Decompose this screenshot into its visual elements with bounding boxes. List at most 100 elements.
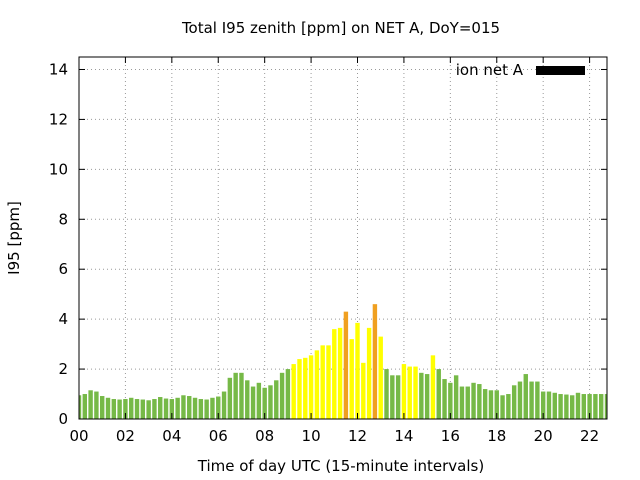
bar: [569, 395, 575, 419]
bar: [436, 369, 441, 419]
x-tick-label: 06: [209, 427, 228, 445]
bar: [401, 364, 407, 419]
bar: [372, 304, 378, 419]
x-tick-label: 02: [116, 427, 135, 445]
bar: [511, 385, 517, 419]
bar: [146, 400, 151, 419]
bar: [233, 372, 238, 419]
y-tick-label: 14: [49, 60, 68, 78]
x-tick-label: 22: [580, 427, 599, 445]
bar: [378, 336, 383, 419]
bar: [546, 391, 552, 419]
y-axis-label: I95 [ppm]: [5, 201, 23, 275]
chart-title: Total I95 zenith [ppm] on NET A, DoY=015: [181, 19, 500, 37]
bar: [256, 382, 262, 419]
y-tick-label: 6: [58, 260, 68, 278]
x-tick-label: 08: [255, 427, 274, 445]
bar: [413, 366, 418, 419]
bar: [169, 399, 175, 419]
bar: [500, 395, 505, 419]
bar: [320, 345, 325, 419]
bar: [123, 399, 128, 419]
bar: [523, 374, 528, 419]
y-tick-label: 12: [49, 110, 68, 128]
grid: [79, 57, 607, 419]
bar: [163, 398, 169, 419]
bar: [129, 397, 134, 419]
legend-swatch: [536, 66, 585, 75]
bar: [593, 394, 598, 419]
legend-label: ion net A: [456, 61, 524, 79]
bar: [326, 345, 331, 419]
x-tick-label: 04: [162, 427, 181, 445]
bar: [540, 391, 546, 419]
bar: [419, 372, 424, 419]
bar: [337, 327, 343, 419]
bar: [506, 394, 511, 419]
bar: [308, 355, 314, 419]
y-tick-label: 2: [58, 360, 68, 378]
bar: [111, 399, 117, 419]
x-tick-label: 18: [487, 427, 506, 445]
bar: [181, 395, 186, 419]
bar: [88, 390, 93, 419]
bar: [343, 311, 349, 419]
y-tick-label: 4: [58, 310, 68, 328]
bar: [332, 329, 337, 419]
bar: [488, 390, 494, 419]
bar: [494, 390, 499, 419]
bar: [279, 372, 285, 419]
bar: [79, 395, 82, 419]
bar: [564, 394, 569, 419]
bar: [303, 357, 308, 419]
bar: [100, 396, 105, 419]
bar: [274, 380, 279, 419]
bar: [140, 399, 146, 419]
bar: [105, 397, 111, 419]
bar: [349, 339, 354, 419]
bar: [482, 389, 488, 419]
bar: [355, 322, 360, 419]
bar: [587, 394, 592, 419]
x-tick-label: 20: [534, 427, 553, 445]
bar: [158, 397, 163, 419]
x-axis-label: Time of day UTC (15-minute intervals): [197, 457, 484, 475]
y-tick-label: 0: [58, 410, 68, 428]
bar: [424, 374, 430, 419]
bar: [210, 397, 215, 419]
bar: [204, 399, 209, 419]
bar: [152, 399, 157, 419]
x-tick-label: 14: [394, 427, 413, 445]
bar: [581, 394, 586, 419]
bar: [250, 386, 256, 419]
bar: [245, 380, 250, 419]
bar: [459, 386, 465, 419]
bar: [453, 375, 459, 419]
x-tick-label: 10: [302, 427, 321, 445]
x-tick-label: 12: [348, 427, 367, 445]
bar: [604, 394, 607, 419]
bar: [361, 362, 366, 419]
bar: [227, 377, 233, 419]
bar: [291, 364, 296, 419]
bar: [558, 394, 563, 419]
bar: [517, 381, 523, 419]
bar: [390, 375, 395, 419]
bar: [384, 369, 389, 419]
bar: [216, 396, 221, 419]
bar: [198, 399, 204, 419]
bar: [529, 381, 534, 419]
bar: [285, 369, 291, 419]
bar: [94, 391, 99, 419]
y-tick-label: 10: [49, 160, 68, 178]
bar: [471, 382, 476, 419]
bar: [366, 327, 372, 419]
bar: [575, 392, 581, 419]
bar: [552, 392, 557, 419]
legend: ion net A: [456, 61, 585, 79]
bars: [79, 304, 607, 419]
bar: [268, 385, 273, 419]
bar: [598, 394, 604, 419]
